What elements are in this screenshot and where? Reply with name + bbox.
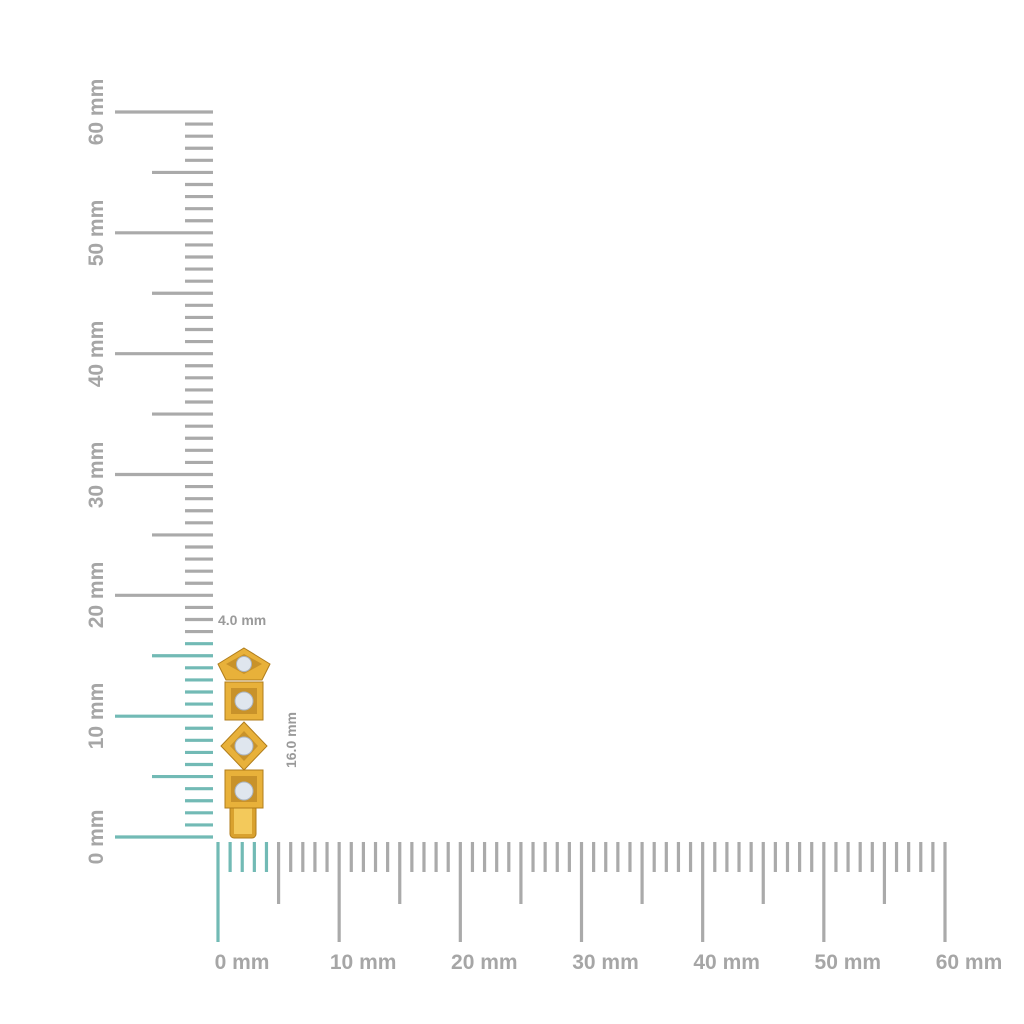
horizontal-tick-label: 30 mm bbox=[572, 951, 639, 974]
horizontal-tick-label: 60 mm bbox=[935, 951, 1003, 974]
diamond-icon bbox=[234, 781, 254, 801]
horizontal-tick-label: 20 mm bbox=[451, 951, 518, 974]
horizontal-tick-label: 0 mm bbox=[214, 951, 270, 974]
horizontal-tick-label: 50 mm bbox=[814, 951, 882, 974]
diamond-icon bbox=[234, 736, 254, 756]
diamond-icon bbox=[234, 691, 254, 711]
diamond-icon bbox=[236, 656, 252, 672]
horizontal-tick-label: 40 mm bbox=[693, 951, 760, 974]
width-dimension-label: 4.0 mm bbox=[218, 612, 267, 628]
earring bbox=[217, 647, 271, 839]
horizontal-tick-label: 10 mm bbox=[329, 951, 397, 974]
